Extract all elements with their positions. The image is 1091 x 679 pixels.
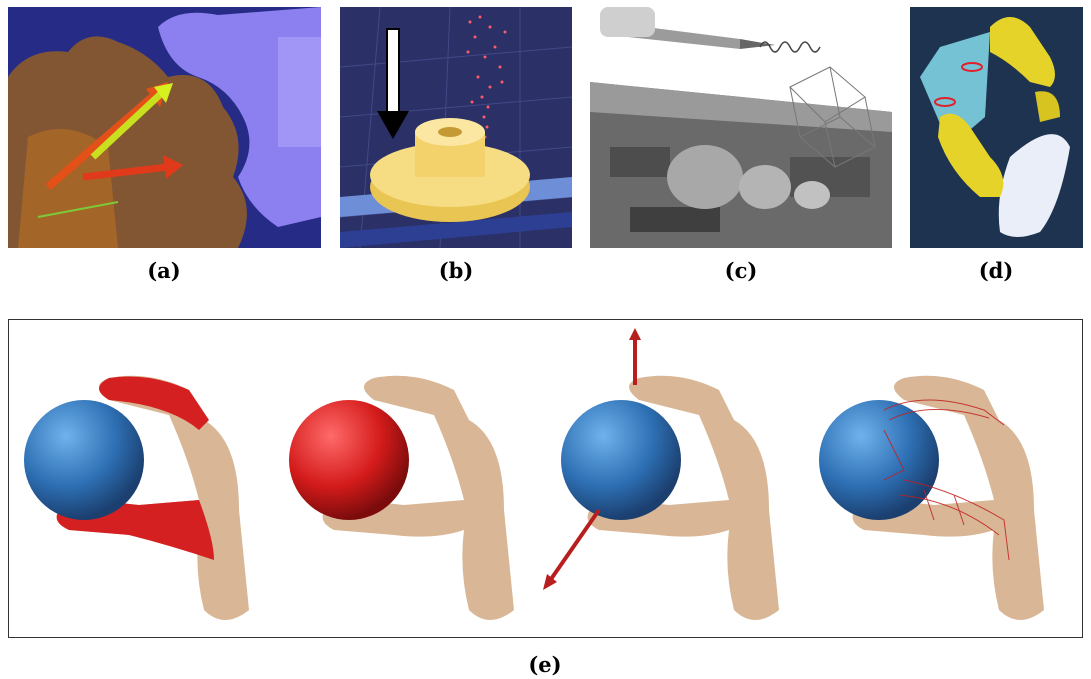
panel-a-caption: (a) bbox=[147, 258, 181, 283]
panel-d-caption: (d) bbox=[978, 258, 1014, 283]
panel-c-caption: (c) bbox=[724, 258, 758, 283]
panel-b-caption: (b) bbox=[438, 258, 474, 283]
panel-b-image bbox=[340, 7, 572, 248]
hand-2 bbox=[289, 375, 514, 620]
panel-c-image bbox=[590, 7, 892, 248]
hand-3 bbox=[543, 328, 779, 620]
hand-1 bbox=[24, 375, 249, 620]
panel-e-image bbox=[8, 319, 1083, 638]
panel-d-image bbox=[910, 7, 1083, 248]
panel-e-caption: (e) bbox=[528, 652, 562, 677]
panel-a-image bbox=[8, 7, 321, 248]
hand-4 bbox=[819, 375, 1044, 620]
